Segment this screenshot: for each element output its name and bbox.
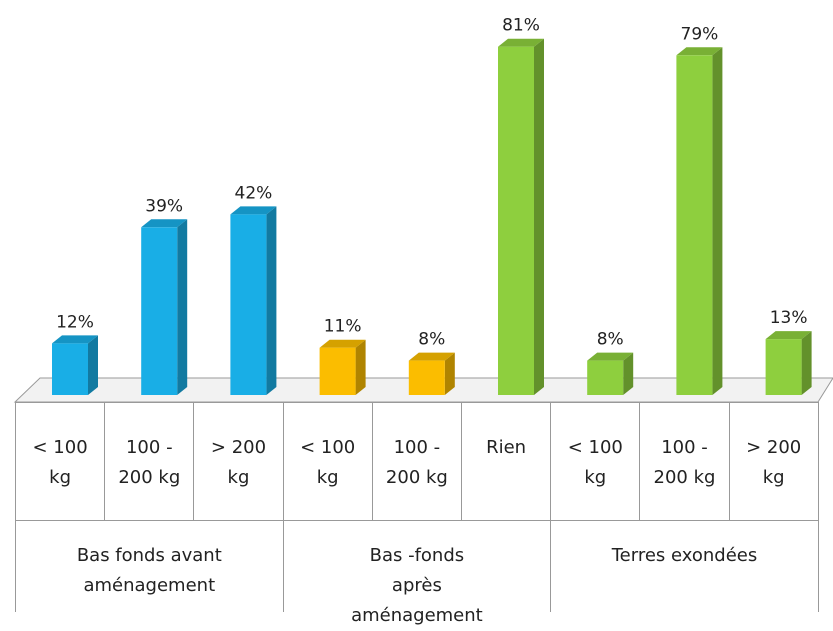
bar (52, 335, 98, 395)
plot: 12% 39% 42% 11% 8% 81% 8% 79% 13% (13, 16, 833, 403)
bar-side (801, 331, 812, 395)
bar-front (765, 339, 802, 395)
group-label: Bas -fonds après aménagement (282, 520, 551, 626)
category-label-text: > 200 kg (746, 437, 802, 488)
category-label-text: < 100 kg (567, 437, 623, 488)
value-label: 11% (324, 317, 362, 337)
table-edge (817, 402, 819, 612)
category-label: 100 - 200 kg (104, 402, 194, 520)
bar-top (319, 339, 366, 348)
bar-top (765, 331, 812, 340)
bar (141, 219, 188, 395)
bar-side (534, 38, 544, 395)
bar-side (266, 206, 277, 395)
category-label-text: 100 - 200 kg (653, 437, 716, 488)
bar-top (141, 219, 188, 228)
bar (587, 352, 634, 395)
bar-side (88, 335, 98, 395)
group-label-text: Bas -fonds après aménagement (351, 545, 483, 626)
bar-top (676, 47, 723, 56)
bar-front (498, 46, 534, 395)
category-label-text: Rien (486, 437, 527, 458)
bar-top (498, 38, 544, 47)
category-label-text: 100 - 200 kg (385, 437, 448, 488)
category-label: 100 - 200 kg (371, 402, 461, 520)
group-label-text: Terres exondées (611, 545, 758, 566)
value-label: 12% (56, 312, 94, 332)
value-label: 81% (502, 16, 540, 36)
bar-front (319, 347, 356, 395)
bar-front (408, 360, 445, 395)
bar-front (141, 227, 178, 395)
bar (230, 206, 277, 395)
bar-front (676, 55, 713, 396)
value-label: 8% (597, 330, 624, 350)
bar (498, 38, 544, 395)
category-label: < 100 kg (282, 402, 372, 520)
bar-top (230, 206, 277, 215)
category-label: 100 - 200 kg (639, 402, 729, 520)
group-label: Terres exondées (550, 520, 818, 612)
bar (765, 331, 812, 395)
bar-front (52, 343, 88, 395)
bar-side (712, 47, 723, 396)
bar (319, 339, 366, 395)
category-label-text: < 100 kg (300, 437, 356, 488)
bar-side (444, 352, 455, 395)
value-label: 8% (418, 330, 445, 350)
value-label: 13% (770, 308, 808, 328)
category-label: > 200 kg (728, 402, 818, 520)
category-label: Rien (461, 402, 551, 520)
chart: 12% 39% 42% 11% 8% 81% 8% 79% 13% < 100 kg 100 - … (13, 16, 833, 626)
value-label: 39% (145, 196, 183, 216)
bar-top (408, 352, 455, 361)
value-label: 79% (681, 24, 719, 44)
bar-side (355, 339, 366, 395)
bar-top (587, 352, 634, 361)
category-label: > 200 kg (193, 402, 283, 520)
bar-top (52, 335, 98, 344)
category-label-text: 100 - 200 kg (118, 437, 181, 488)
value-label: 42% (235, 183, 273, 203)
bar-front (587, 360, 624, 395)
category-label: < 100 kg (550, 402, 640, 520)
category-label: < 100 kg (15, 402, 105, 520)
group-label-text: Bas fonds avant aménagement (76, 545, 222, 596)
bar-side (623, 352, 634, 395)
group-label: Bas fonds avant aménagement (15, 520, 283, 612)
bar (676, 47, 723, 396)
bar-front (230, 214, 267, 395)
category-label-text: < 100 kg (32, 437, 88, 488)
bar-side (177, 219, 188, 395)
category-label-text: > 200 kg (210, 437, 267, 488)
bar (408, 352, 455, 395)
